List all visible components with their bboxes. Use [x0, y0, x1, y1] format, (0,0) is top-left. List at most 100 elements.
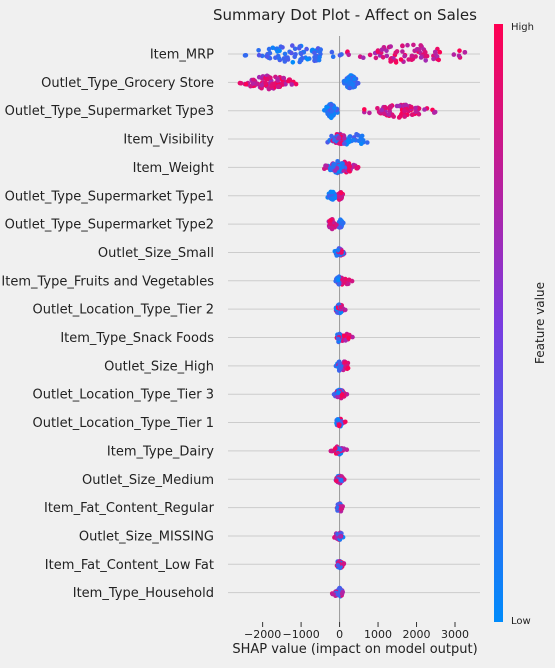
data-point [327, 221, 333, 226]
data-point [251, 77, 256, 83]
feature-label: Item_Type_Fruits and Vegetables [1, 274, 214, 289]
data-point [350, 82, 356, 88]
data-point [341, 168, 346, 173]
data-point [398, 57, 404, 62]
data-point [329, 196, 334, 202]
data-point [436, 57, 442, 63]
data-point [285, 55, 290, 60]
data-point [328, 218, 333, 223]
data-point [391, 114, 397, 119]
data-point [276, 83, 282, 89]
data-point [437, 49, 443, 55]
feature-label: Item_Type_Dairy [107, 444, 214, 459]
data-point [305, 56, 310, 62]
data-point [341, 561, 347, 567]
data-point [342, 136, 347, 141]
data-point [431, 56, 436, 62]
data-point [379, 107, 385, 113]
data-point [388, 44, 394, 49]
data-point [290, 43, 295, 48]
data-point [265, 54, 270, 59]
data-point [413, 54, 418, 59]
data-point [290, 60, 296, 65]
data-point [242, 53, 248, 58]
data-point [418, 43, 424, 48]
data-point [456, 53, 462, 58]
data-point [266, 46, 272, 52]
x-axis-label: SHAP value (impact on model output) [232, 642, 477, 657]
data-point [256, 74, 262, 80]
data-point [338, 477, 344, 483]
data-point [411, 42, 416, 48]
data-point [333, 446, 338, 451]
colorbar-high-label: High [511, 22, 534, 33]
data-point [355, 80, 361, 86]
data-point [339, 474, 344, 479]
colorbar-low-label: Low [511, 616, 531, 627]
data-point [409, 57, 415, 62]
data-point [424, 53, 430, 59]
data-point [286, 78, 291, 84]
data-point [330, 591, 336, 597]
data-point [388, 105, 393, 110]
data-point [365, 140, 370, 145]
feature-label: Item_Type_Snack Foods [60, 331, 214, 346]
feature-label: Outlet_Location_Type_Tier 3 [32, 388, 214, 403]
feature-label: Outlet_Location_Type_Tier 1 [32, 416, 214, 431]
data-point [243, 82, 249, 87]
data-point [276, 56, 282, 61]
data-point [289, 50, 294, 56]
data-point [329, 108, 335, 114]
feature-label: Item_Type_Household [73, 586, 214, 601]
data-point [336, 219, 342, 225]
data-point [384, 48, 389, 53]
data-point [396, 115, 402, 120]
data-point [312, 50, 317, 55]
data-point [347, 85, 353, 91]
data-point [346, 277, 352, 283]
data-point [293, 81, 299, 87]
data-point [422, 107, 427, 112]
data-point [345, 365, 351, 371]
data-point [354, 166, 359, 171]
data-point [337, 586, 342, 591]
data-point [338, 365, 343, 371]
data-point [238, 81, 244, 86]
data-point [263, 80, 268, 86]
feature-labels: Item_MRP Outlet_Type_Grocery Store Outlet_… [1, 48, 214, 602]
data-point [330, 54, 336, 59]
data-point [417, 47, 422, 52]
data-point [334, 222, 339, 228]
data-point [393, 50, 399, 55]
data-point [403, 102, 409, 108]
data-point [342, 141, 347, 146]
data-point [338, 506, 344, 512]
data-point [297, 44, 303, 49]
data-point [341, 333, 347, 339]
data-point [341, 220, 346, 226]
data-point [304, 46, 309, 52]
data-point [335, 563, 341, 568]
feature-label: Item_Weight [133, 161, 214, 176]
feature-label: Outlet_Size_High [104, 359, 214, 374]
data-point [416, 106, 422, 111]
data-point [344, 447, 350, 453]
data-point [334, 165, 340, 171]
data-point [413, 109, 419, 114]
data-point [351, 76, 357, 82]
data-point [329, 225, 335, 230]
data-point [346, 168, 352, 173]
data-point [336, 135, 342, 140]
data-point [269, 84, 274, 89]
feature-label: Outlet_Location_Type_Tier 2 [32, 303, 214, 318]
grid-layer [228, 53, 480, 594]
data-point [396, 103, 402, 109]
data-point [331, 392, 337, 397]
data-point [256, 52, 262, 58]
chart-title: Summary Dot Plot - Affect on Sales [213, 6, 477, 24]
x-tick-label: 1000 [364, 628, 392, 641]
x-tick-label: 3000 [441, 628, 469, 641]
data-point [409, 53, 415, 59]
feature-label: Item_Fat_Content_Regular [44, 501, 215, 516]
data-point [335, 336, 341, 342]
